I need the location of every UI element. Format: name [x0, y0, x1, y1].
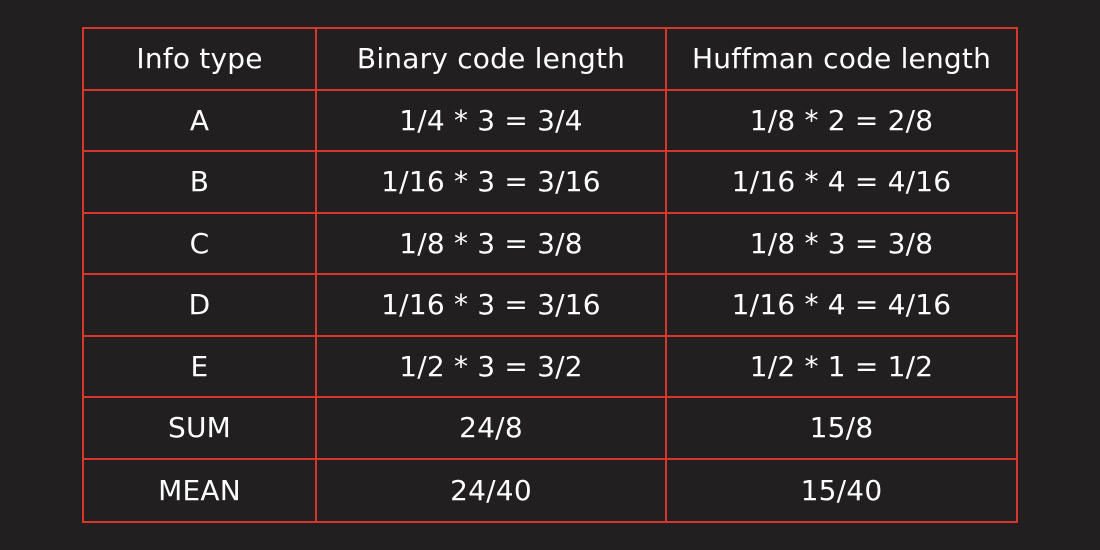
table-cell-huffman: 1/16 * 4 = 4/16 [667, 275, 1016, 337]
table-cell-binary-sum: 24/8 [317, 398, 667, 460]
table-cell-binary: 1/16 * 3 = 3/16 [317, 152, 667, 214]
table-cell-binary: 1/2 * 3 = 3/2 [317, 336, 667, 398]
table-cell-huffman-mean: 15/40 [800, 473, 883, 507]
table-cell-binary-mean: 24/40 [317, 459, 667, 521]
table-cell-info-type: A [84, 90, 317, 152]
table-cell-huffman-sum: 15/8 [667, 398, 1016, 460]
table-cell-huffman: 1/8 * 3 = 3/8 [667, 214, 1016, 275]
table-cell-mean-label: MEAN [84, 459, 317, 521]
header-huffman-code-length: Huffman code length [667, 29, 1016, 91]
table-cell-info-type: E [84, 336, 317, 398]
header-binary-code-length: Binary code length [317, 29, 667, 91]
table-cell-huffman: 1/2 * 1 = 1/2 [667, 337, 1016, 398]
table-cell-huffman: 1/16 * 4 = 4/16 [667, 152, 1016, 214]
header-info-type: Info type [84, 29, 317, 91]
table-cell-huffman: 1/8 * 2 = 2/8 [667, 91, 1016, 152]
table-cell-info-type: B [84, 152, 317, 214]
table-cell-binary: 1/8 * 3 = 3/8 [317, 213, 667, 275]
table-cell-sum-label: SUM [84, 398, 317, 460]
table-cell-info-type: C [84, 213, 317, 275]
table-cell-info-type: D [84, 275, 317, 337]
code-length-table: Info type Binary code length Huffman cod… [82, 27, 1018, 523]
table-cell-binary: 1/16 * 3 = 3/16 [317, 275, 667, 337]
table-cell-binary: 1/4 * 3 = 3/4 [317, 90, 667, 152]
